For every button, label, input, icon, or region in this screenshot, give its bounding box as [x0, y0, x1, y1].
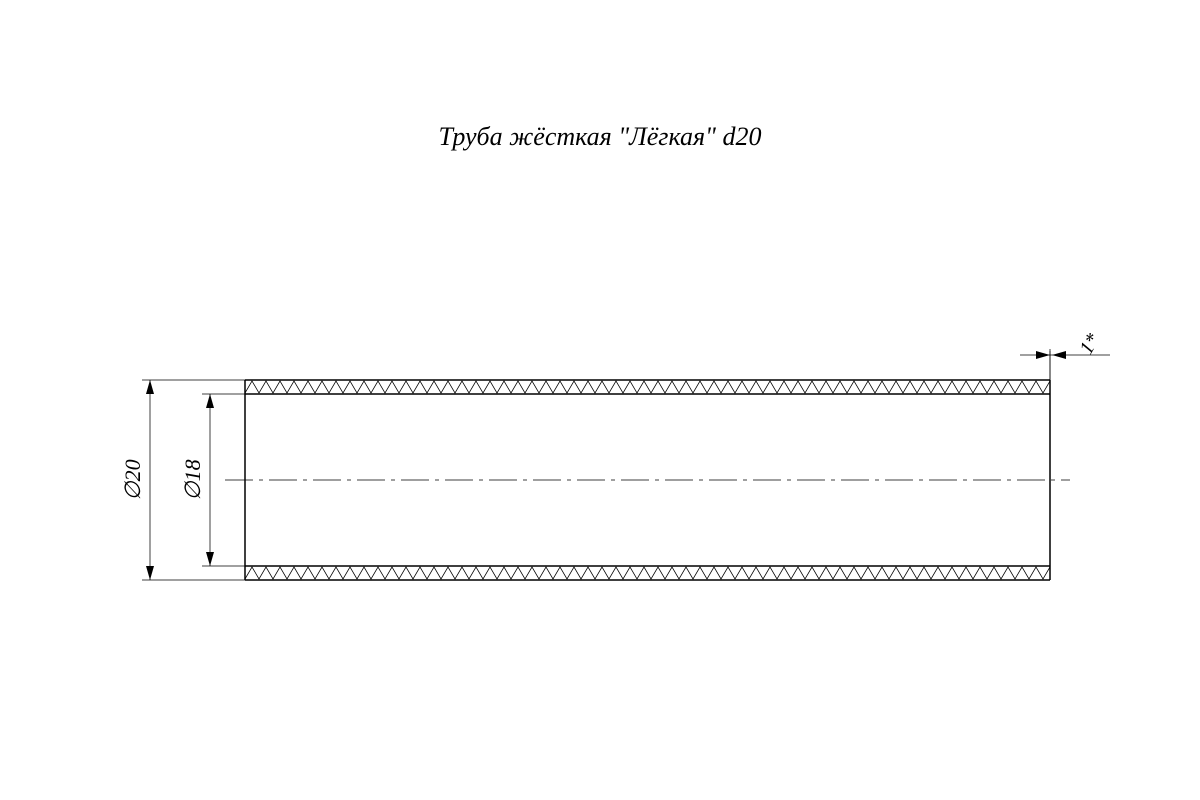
- dim-inner-diameter: ∅18: [180, 459, 205, 500]
- technical-drawing: Труба жёсткая "Лёгкая" d20 ∅20 ∅18 1*: [0, 0, 1200, 800]
- dim-wall-thickness: 1*: [1075, 330, 1104, 358]
- dim-outer-diameter: ∅20: [120, 459, 145, 500]
- drawing-title: Труба жёсткая "Лёгкая" d20: [439, 122, 762, 151]
